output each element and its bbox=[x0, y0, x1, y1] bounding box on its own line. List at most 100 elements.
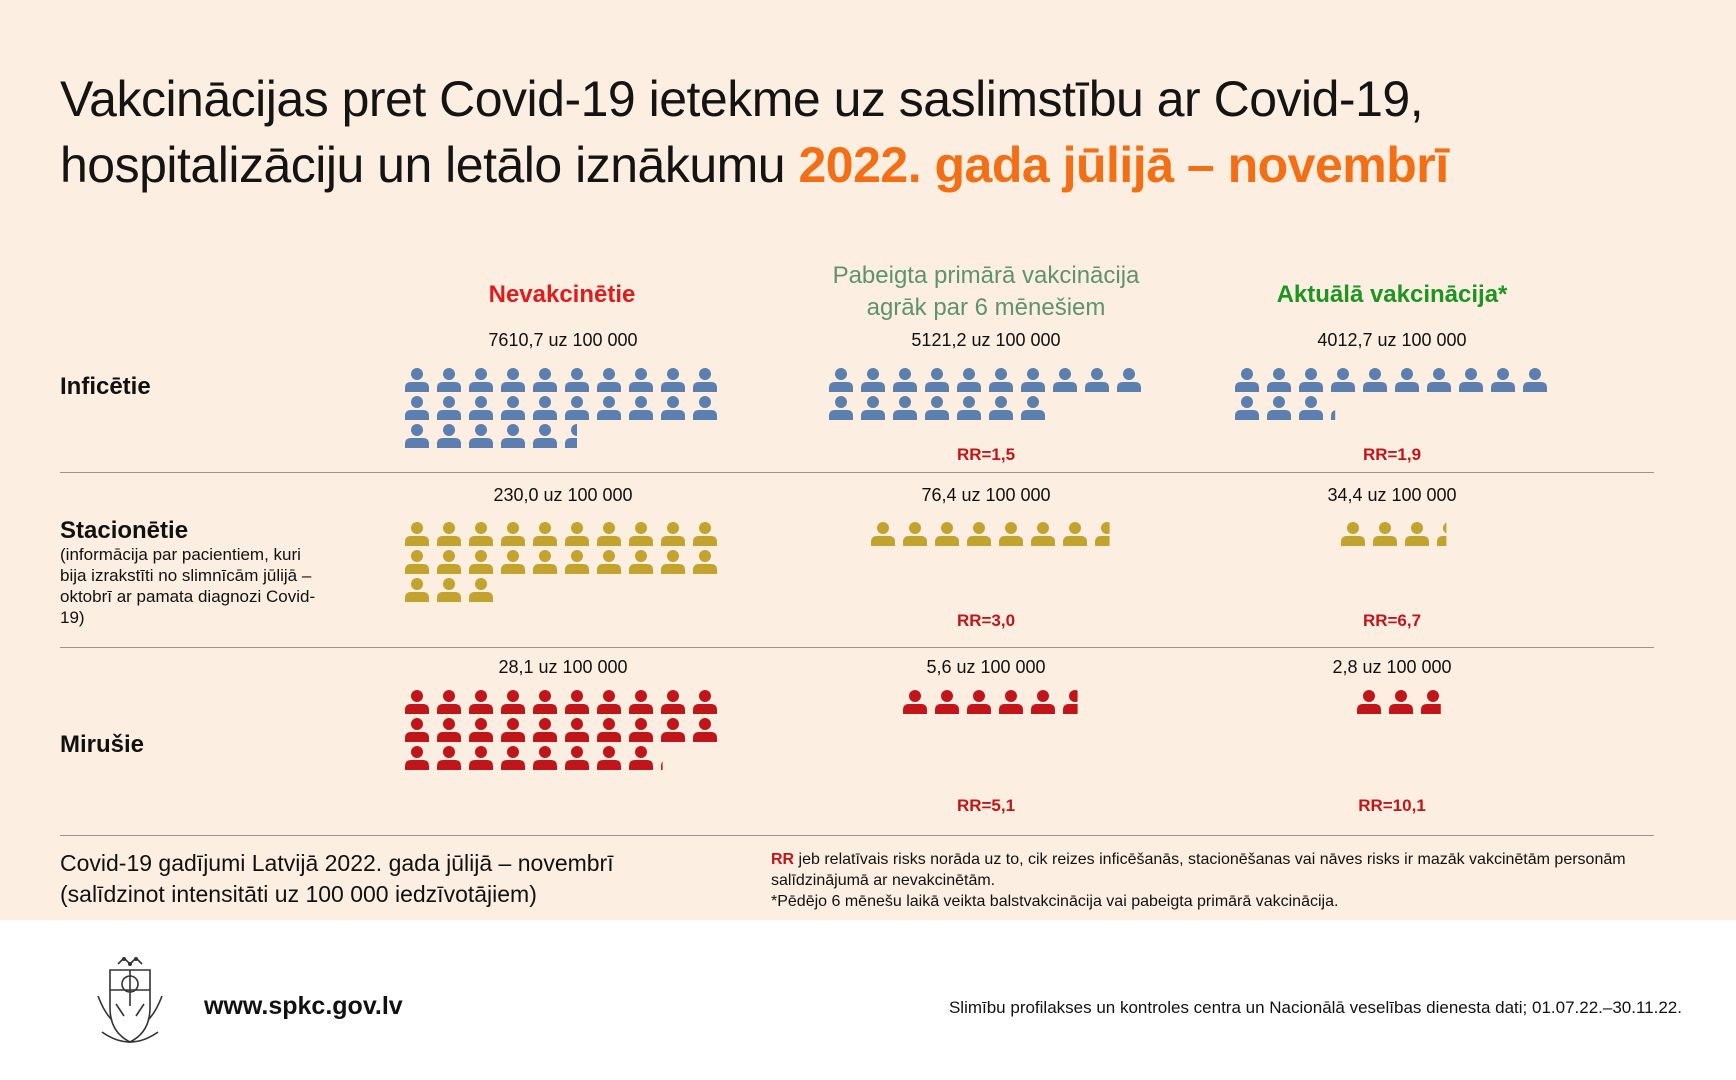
person-icon bbox=[405, 368, 429, 392]
person-icon bbox=[469, 690, 493, 714]
rr-abbreviation: RR bbox=[771, 851, 795, 868]
person-icon bbox=[405, 396, 429, 420]
person-icon bbox=[1063, 522, 1087, 546]
person-icon bbox=[893, 368, 917, 392]
person-icon bbox=[437, 522, 461, 546]
person-icon bbox=[1053, 368, 1077, 392]
person-icon bbox=[565, 690, 589, 714]
person-icon bbox=[501, 718, 525, 742]
person-icon bbox=[1341, 522, 1365, 546]
person-icon bbox=[469, 746, 493, 770]
column-header-line1: Nevakcinētie bbox=[488, 281, 636, 308]
person-icon bbox=[967, 690, 991, 714]
person-icon bbox=[469, 424, 493, 448]
person-icon bbox=[903, 690, 927, 714]
person-icon bbox=[893, 396, 917, 420]
person-icon bbox=[501, 424, 525, 448]
website-link[interactable]: www.spkc.gov.lv bbox=[204, 992, 403, 1020]
chart-caption: Covid-19 gadījumi Latvijā 2022. gada jūl… bbox=[60, 848, 614, 910]
person-icon bbox=[693, 522, 717, 546]
row-divider bbox=[60, 472, 1654, 473]
person-icon bbox=[437, 746, 461, 770]
column-header-primary-vaccination: Pabeigta primārā vakcinācija agrāk par 6… bbox=[756, 260, 1216, 324]
person-icon bbox=[1459, 368, 1483, 392]
person-icon bbox=[533, 368, 557, 392]
person-icon bbox=[1421, 690, 1441, 714]
person-icon bbox=[1299, 368, 1323, 392]
person-icon bbox=[597, 522, 621, 546]
person-icon bbox=[565, 424, 577, 448]
title-line1: Vakcinācijas pret Covid-19 ietekme uz sa… bbox=[60, 71, 1424, 127]
person-icon bbox=[533, 746, 557, 770]
person-icon bbox=[1031, 690, 1055, 714]
person-icon bbox=[533, 718, 557, 742]
person-icon bbox=[829, 368, 853, 392]
person-icon bbox=[565, 550, 589, 574]
rate-label: 2,8 uz 100 000 bbox=[1332, 657, 1452, 677]
person-icon bbox=[903, 522, 927, 546]
rate-label: 34,4 uz 100 000 bbox=[1327, 485, 1457, 505]
title-period: 2022. gada jūlijā – novembrī bbox=[798, 137, 1449, 193]
person-icon bbox=[1389, 690, 1413, 714]
person-icon bbox=[957, 368, 981, 392]
person-icon bbox=[533, 424, 557, 448]
person-icon bbox=[469, 718, 493, 742]
person-icon bbox=[1235, 396, 1259, 420]
person-icon bbox=[957, 396, 981, 420]
person-icon bbox=[437, 550, 461, 574]
rr-label: RR=10,1 bbox=[1358, 796, 1426, 815]
column-header-line1: Aktuālā vakcinācija* bbox=[1276, 281, 1508, 308]
infographic-panel bbox=[0, 0, 1736, 920]
rr-label: RR=1,5 bbox=[956, 445, 1016, 464]
person-icon bbox=[629, 746, 653, 770]
person-icon bbox=[989, 368, 1013, 392]
column-header-line2: agrāk par 6 mēnešiem bbox=[866, 294, 1106, 321]
person-icon bbox=[565, 746, 589, 770]
person-icon bbox=[999, 690, 1023, 714]
person-icon bbox=[693, 718, 717, 742]
person-icon bbox=[597, 368, 621, 392]
person-icon bbox=[1405, 522, 1429, 546]
column-header-unvaccinated: Nevakcinētie bbox=[332, 279, 792, 311]
person-icon bbox=[405, 746, 429, 770]
person-icon bbox=[1437, 522, 1447, 546]
person-icon bbox=[565, 718, 589, 742]
person-icon bbox=[469, 550, 493, 574]
person-icon bbox=[1427, 368, 1451, 392]
person-icon bbox=[1363, 368, 1387, 392]
person-icon bbox=[1357, 690, 1381, 714]
person-icon bbox=[437, 718, 461, 742]
person-icon bbox=[501, 396, 525, 420]
person-icon bbox=[629, 718, 653, 742]
rr-explanation: jeb relatīvais risks norāda uz to, cik r… bbox=[771, 851, 1626, 889]
person-icon bbox=[661, 761, 663, 770]
rate-label: 7610,7 uz 100 000 bbox=[488, 330, 638, 350]
person-icon bbox=[533, 522, 557, 546]
person-icon bbox=[629, 550, 653, 574]
person-icon bbox=[1085, 368, 1109, 392]
rr-label: RR=6,7 bbox=[1362, 611, 1422, 630]
footnotes: RR jeb relatīvais risks norāda uz to, ci… bbox=[771, 849, 1671, 912]
person-icon bbox=[1063, 690, 1078, 714]
person-icon bbox=[437, 578, 461, 602]
person-icon bbox=[989, 396, 1013, 420]
rate-label: 230,0 uz 100 000 bbox=[493, 485, 633, 505]
person-icon bbox=[1095, 522, 1110, 546]
person-icon bbox=[1267, 396, 1291, 420]
person-icon bbox=[565, 368, 589, 392]
person-icon bbox=[967, 522, 991, 546]
person-icon bbox=[1031, 522, 1055, 546]
person-icon bbox=[925, 396, 949, 420]
person-icon bbox=[565, 522, 589, 546]
person-icon bbox=[629, 690, 653, 714]
person-icon bbox=[935, 522, 959, 546]
person-icon bbox=[1373, 522, 1397, 546]
person-icon bbox=[469, 578, 493, 602]
row-note-hospitalized: (informācija par pacientiem, kuri bija i… bbox=[60, 545, 316, 627]
rate-label: 5121,2 uz 100 000 bbox=[911, 330, 1061, 350]
person-icon bbox=[469, 522, 493, 546]
row-label-infected: Inficētie bbox=[60, 373, 151, 400]
person-icon bbox=[1299, 396, 1323, 420]
person-icon bbox=[629, 396, 653, 420]
person-icon bbox=[405, 578, 429, 602]
